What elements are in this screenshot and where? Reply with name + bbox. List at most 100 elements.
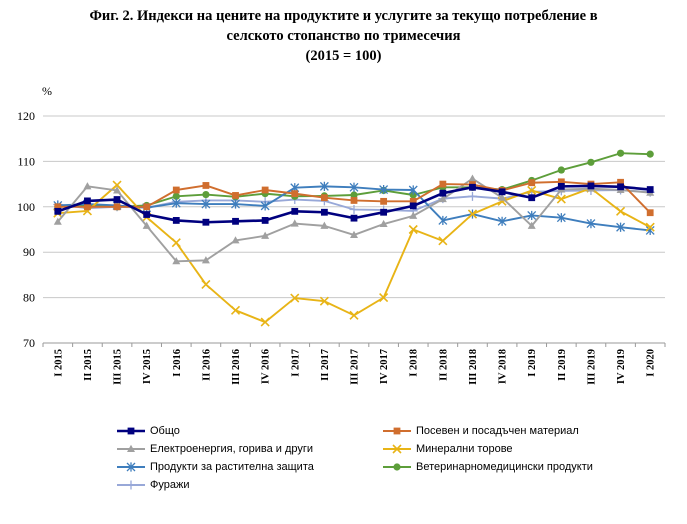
data-point [201, 256, 210, 264]
data-point [527, 185, 537, 196]
data-point [54, 203, 62, 211]
x-tick-label: IV 2017 [379, 349, 390, 384]
data-point [408, 185, 418, 195]
x-tick-label: IV 2015 [142, 349, 153, 384]
data-point [467, 191, 477, 201]
data-point [439, 180, 447, 188]
data-point [172, 192, 180, 200]
data-point [84, 197, 91, 205]
data-point [469, 183, 476, 191]
data-point [54, 207, 62, 215]
data-point [409, 211, 418, 219]
data-point [379, 184, 389, 195]
data-point [528, 179, 536, 187]
data-point [112, 180, 122, 190]
data-point [380, 208, 388, 216]
x-tick-label: III 2018 [468, 349, 479, 385]
data-point [616, 206, 626, 216]
x-tick-label: III 2017 [350, 349, 361, 385]
data-point [498, 193, 507, 201]
data-point [231, 199, 240, 209]
data-point [260, 317, 270, 327]
x-tick-label: IV 2016 [261, 349, 272, 384]
data-point [409, 197, 417, 205]
data-point [83, 182, 92, 190]
data-point [320, 208, 328, 216]
data-point [438, 215, 448, 226]
x-tick-label: II 2019 [557, 349, 568, 381]
y-tick-label: 70 [23, 336, 35, 350]
data-point [142, 221, 151, 229]
chart-title-line-2: селското стопанство по тримесечия [226, 28, 461, 44]
data-point [84, 203, 91, 211]
x-tick-label: I 2019 [527, 349, 538, 377]
x-tick-label: II 2018 [438, 349, 449, 381]
data-point [143, 211, 151, 218]
data-point [646, 186, 654, 193]
series-3 [53, 174, 655, 265]
data-point [171, 198, 181, 208]
data-point [350, 230, 358, 238]
data-point [319, 181, 329, 191]
data-point [290, 293, 300, 303]
data-point [261, 231, 270, 239]
chart-title-line-3: (2015 = 100) [305, 48, 382, 64]
x-tick-label: IV 2018 [498, 349, 509, 384]
data-point [171, 238, 181, 248]
data-point [379, 219, 388, 228]
data-point [172, 257, 181, 265]
data-point [261, 217, 269, 224]
y-tick-label: 90 [23, 245, 35, 259]
data-point [438, 194, 447, 203]
data-point [113, 203, 121, 211]
data-point [291, 190, 299, 198]
data-point [617, 178, 624, 186]
data-point [260, 201, 270, 211]
data-point [232, 217, 239, 225]
data-point [350, 191, 358, 199]
data-point [616, 222, 626, 232]
data-point [587, 158, 595, 166]
data-point [230, 305, 241, 315]
x-tick-label: II 2016 [201, 349, 212, 381]
y-tick-label: 120 [17, 109, 35, 123]
data-point [201, 279, 211, 289]
x-tick-label: I 2017 [290, 349, 301, 377]
data-point [439, 189, 447, 197]
data-point [143, 203, 151, 211]
data-point [113, 196, 121, 203]
data-point [586, 218, 596, 229]
data-point [349, 182, 359, 192]
data-point [320, 194, 328, 202]
data-point [202, 182, 210, 189]
data-point [202, 218, 210, 226]
data-point [261, 186, 269, 194]
data-point [380, 197, 388, 205]
data-point [468, 174, 477, 182]
data-point [617, 183, 624, 191]
data-point [557, 178, 565, 186]
x-tick-label: III 2019 [586, 349, 597, 385]
x-tick-label: III 2015 [113, 349, 124, 385]
chart-title-line-1: Фиг. 2. Индекси на цените на продуктите … [89, 8, 598, 24]
data-point [201, 199, 211, 209]
data-point [291, 207, 299, 215]
x-tick-label: I 2020 [646, 349, 657, 377]
data-point [527, 210, 537, 221]
data-point [350, 214, 358, 222]
data-point [467, 209, 478, 219]
x-tick-label: II 2015 [83, 349, 94, 381]
data-point [556, 194, 566, 204]
data-point [498, 188, 506, 196]
y-tick-label: 100 [17, 200, 35, 214]
data-point [646, 150, 654, 158]
data-point [645, 222, 655, 232]
data-point [320, 221, 329, 229]
data-point [556, 213, 566, 223]
data-point [379, 293, 389, 303]
data-point [409, 202, 417, 210]
data-point [438, 236, 448, 246]
x-tick-label: IV 2019 [616, 349, 627, 384]
chart-title: Фиг. 2. Индекси на цените на продуктите … [0, 6, 687, 66]
data-point [527, 221, 536, 229]
